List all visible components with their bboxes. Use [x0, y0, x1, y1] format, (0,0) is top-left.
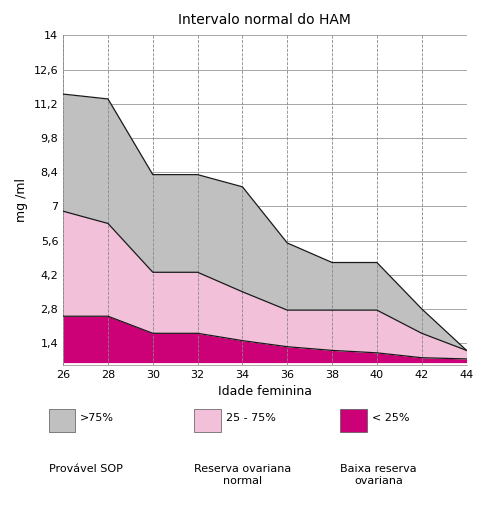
Text: 25 - 75%: 25 - 75% [226, 413, 276, 423]
Y-axis label: mg /ml: mg /ml [15, 178, 28, 222]
Text: Provável SOP: Provável SOP [49, 464, 122, 474]
Text: Reserva ovariana
normal: Reserva ovariana normal [194, 464, 292, 486]
Text: < 25%: < 25% [372, 413, 409, 423]
Title: Intervalo normal do HAM: Intervalo normal do HAM [178, 13, 351, 27]
Text: Baixa reserva
ovariana: Baixa reserva ovariana [340, 464, 417, 486]
X-axis label: Idade feminina: Idade feminina [218, 385, 312, 399]
Text: >75%: >75% [80, 413, 114, 423]
